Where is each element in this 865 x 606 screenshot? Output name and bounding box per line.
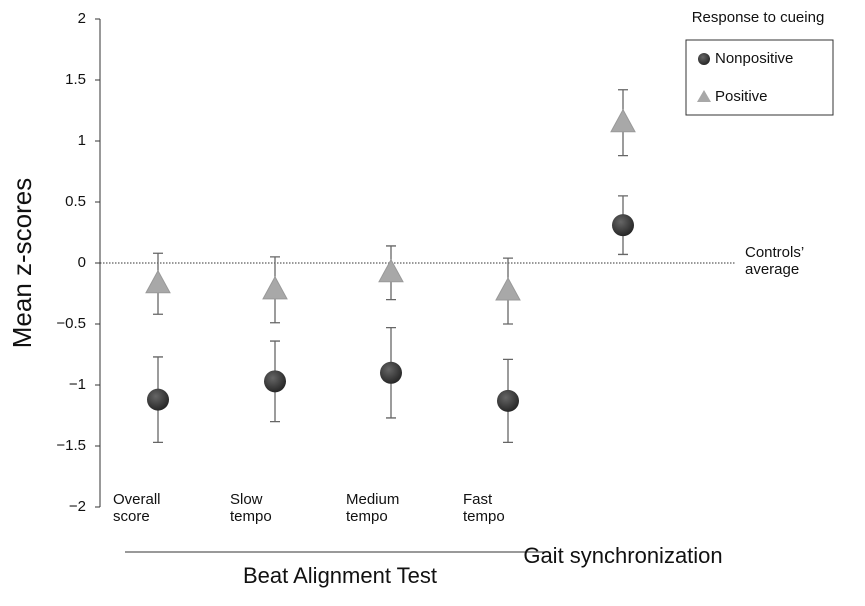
- point: [380, 361, 402, 384]
- legend-marker: [697, 90, 711, 102]
- y-axis-label: Mean z-scores: [7, 178, 37, 349]
- legend-label: Nonpositive: [715, 50, 793, 67]
- y-tick-label: −1: [69, 376, 86, 393]
- point: [147, 388, 169, 411]
- x-tick-label: Slow tempo: [230, 491, 272, 526]
- y-tick-label: −1.5: [56, 437, 86, 454]
- y-tick-label: 0: [78, 254, 86, 271]
- legend-label: Positive: [715, 88, 768, 105]
- point: [495, 277, 521, 301]
- point: [378, 258, 404, 283]
- x-tick-label: Gait synchronization: [523, 543, 723, 568]
- x-tick-label: Fast tempo: [463, 491, 505, 526]
- x-tick-label: Medium tempo: [346, 491, 400, 526]
- group-label: Beat Alignment Test: [242, 563, 438, 588]
- point: [497, 389, 519, 412]
- x-tick-label: Overall score: [113, 491, 161, 526]
- point: [262, 275, 288, 300]
- y-tick-label: −0.5: [56, 315, 86, 332]
- y-tick-label: −2: [69, 498, 86, 515]
- point: [610, 108, 636, 133]
- legend-title: Response to cueing: [692, 9, 825, 26]
- reference-label: Controls’ average: [745, 244, 804, 279]
- legend-box: [685, 39, 834, 116]
- y-tick-label: 1.5: [65, 71, 86, 88]
- y-tick-label: 2: [78, 10, 86, 27]
- point: [612, 214, 634, 237]
- legend-marker: [698, 53, 710, 65]
- y-tick-label: 0.5: [65, 193, 86, 210]
- y-tick-label: 1: [78, 132, 86, 149]
- point: [264, 370, 286, 393]
- point: [145, 269, 171, 294]
